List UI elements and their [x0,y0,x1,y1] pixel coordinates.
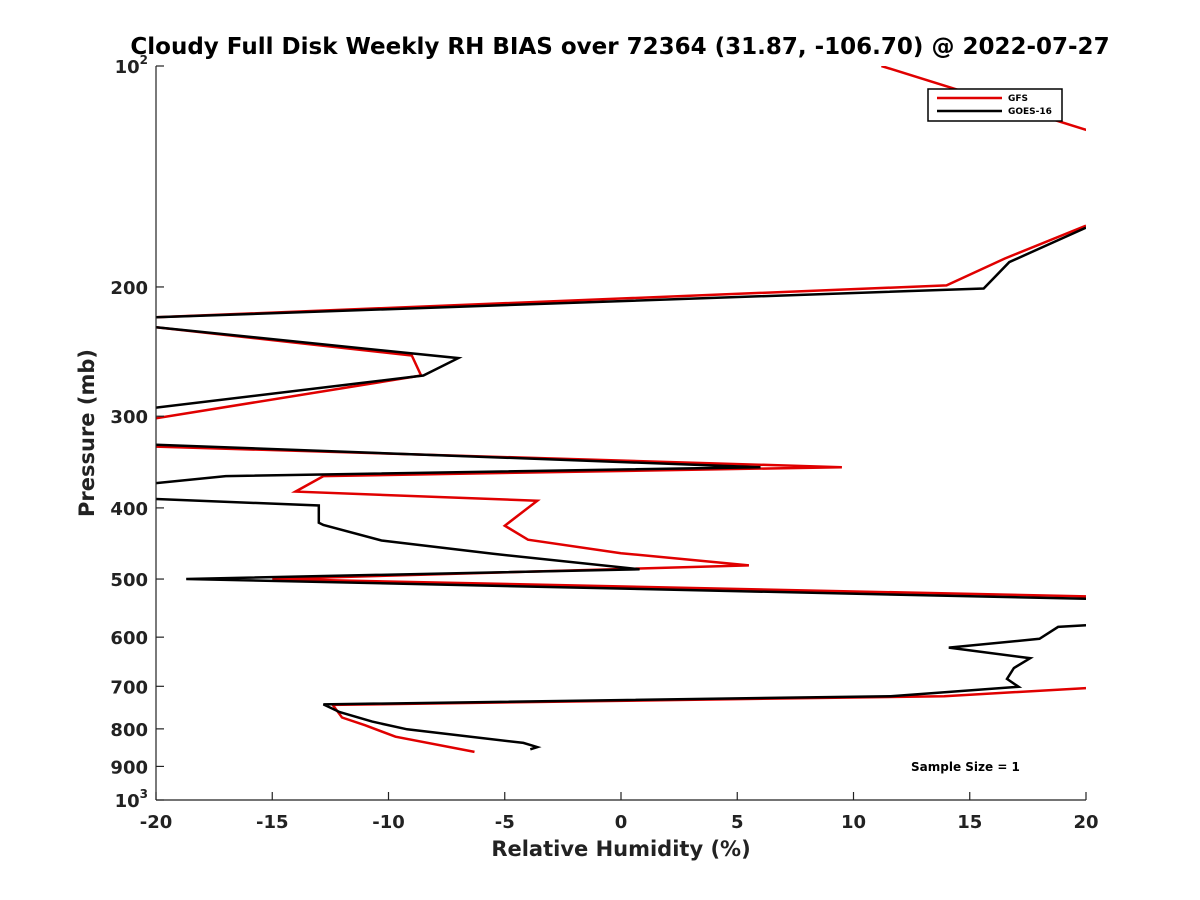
y-tick-label: 102 [115,53,148,78]
x-tick-label: 15 [957,812,982,833]
y-tick-label: 400 [110,499,148,520]
y-tick-label: 200 [110,278,148,299]
series-gfs-line-4 [330,686,1086,754]
sample-size-annotation: Sample Size = 1 [911,760,1020,774]
y-tick-label: 700 [110,677,148,698]
legend-box [927,88,1063,122]
y-tick-label: 600 [110,628,148,649]
legend-label-goes: GOES-16 [1008,107,1052,117]
chart-title: Cloudy Full Disk Weekly RH BIAS over 723… [130,34,1109,60]
x-tick-label: 5 [731,812,744,833]
x-tick-label: 10 [841,812,866,833]
y-tick-label: 800 [110,720,148,741]
legend-label-gfs: GFS [1008,94,1028,104]
series-gfs-line-1 [156,224,1086,319]
y-tick-label: 900 [110,757,148,778]
series-goes-16-line-4 [322,624,1086,751]
x-tick-label: -5 [495,812,515,833]
y-axis-label: Pressure (mb) [75,349,99,517]
y-tick-label: 300 [110,407,148,428]
x-axis-label: Relative Humidity (%) [491,837,750,861]
y-tick-label: 500 [110,570,148,591]
x-tick-label: -10 [372,812,405,833]
x-tick-label: -15 [256,812,289,833]
x-tick-label: 0 [615,812,628,833]
series-goes-16-line-1 [156,326,463,409]
series-goes-16-line-0 [156,226,1086,319]
x-ticks: -20 -15 -10 -5 0 5 10 15 20 [140,792,1099,833]
series-goes-16-line-2 [156,443,761,485]
x-tick-label: 20 [1073,812,1098,833]
x-tick-label: -20 [140,812,173,833]
legend: GFS GOES-16 [927,88,1063,122]
y-ticks: 102 200 300 400 500 600 700 800 900 103 [110,53,164,812]
series-goes-16-line-3 [156,497,1086,601]
series-layer [156,66,1086,754]
y-tick-label: 103 [115,787,148,812]
